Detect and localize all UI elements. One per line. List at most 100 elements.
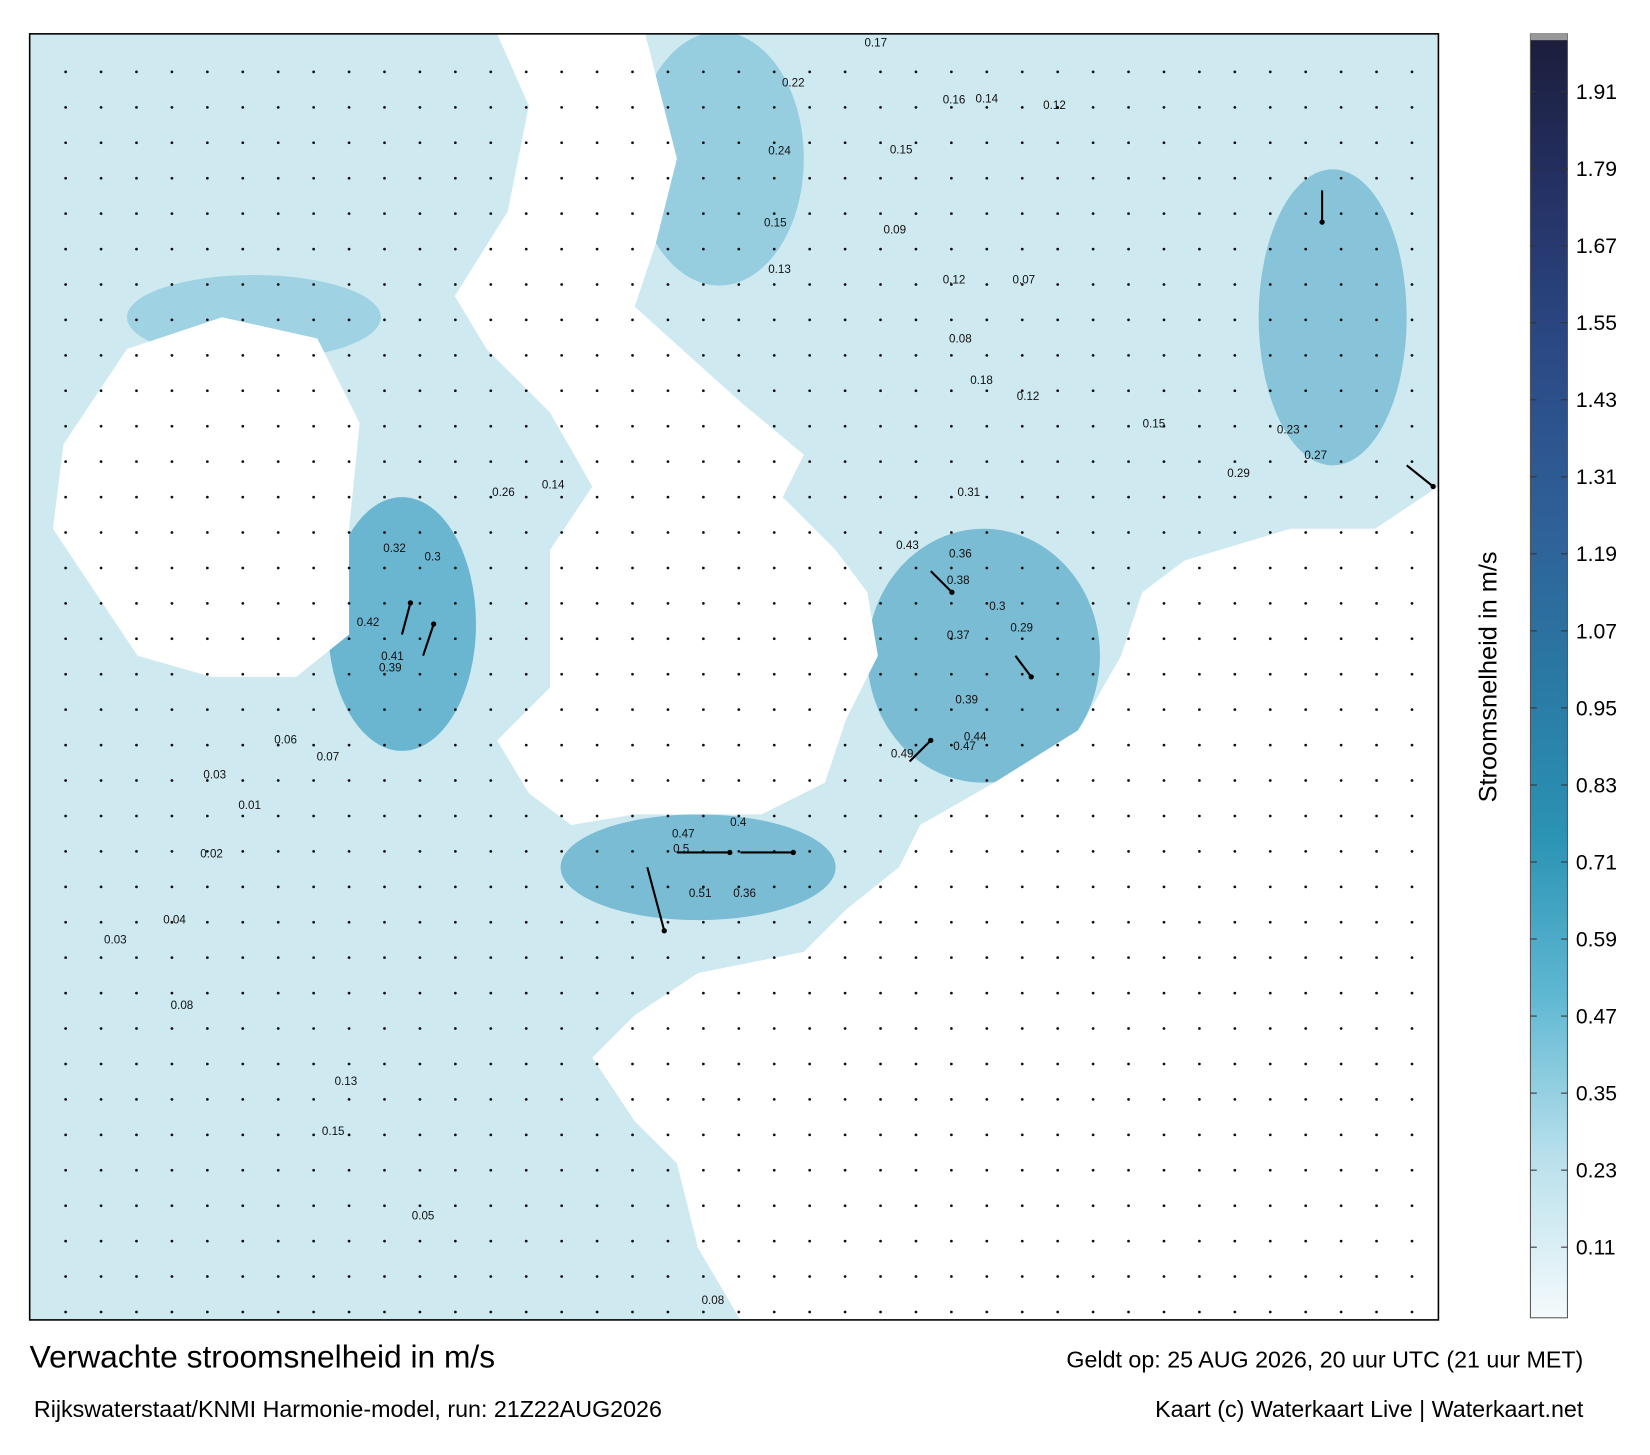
vector-dot	[383, 779, 386, 782]
vector-dot	[950, 956, 953, 960]
vector-dot	[1375, 885, 1378, 889]
vector-dot	[843, 283, 847, 286]
vector-dot	[1304, 1275, 1308, 1278]
vector-dot	[347, 460, 351, 464]
vector-dot	[808, 531, 812, 534]
vector-dot	[560, 743, 564, 747]
vector-dot	[1091, 283, 1095, 286]
vector-dot	[914, 672, 918, 676]
vector-dot	[205, 1204, 209, 1208]
vector-dot	[560, 318, 564, 322]
vector-dot	[631, 389, 634, 393]
vector-dot	[1127, 850, 1130, 853]
vector-dot	[914, 1098, 918, 1101]
vector-dot	[950, 743, 953, 747]
vector-dot	[1198, 1027, 1201, 1030]
vector-dot	[1410, 1133, 1414, 1137]
vector-dot	[64, 70, 68, 74]
vector-dot	[1233, 247, 1237, 251]
vector-dot	[135, 247, 138, 251]
vector-dot	[1233, 920, 1237, 924]
vector-dot	[1056, 1204, 1060, 1208]
vector-dot	[1198, 1098, 1201, 1101]
vector-dot	[383, 1133, 386, 1137]
vector-dot	[1410, 1098, 1414, 1101]
vector-dot	[985, 672, 989, 676]
vector-dot	[1410, 212, 1414, 216]
vector-dot	[666, 531, 670, 534]
vector-dot	[418, 424, 422, 428]
speed-label: 0.16	[943, 94, 966, 107]
vector-dot	[489, 850, 493, 853]
vector-dot	[879, 460, 882, 464]
vector-dot	[524, 1098, 528, 1101]
vector-dot	[560, 814, 564, 818]
vector-dot	[560, 460, 564, 464]
speed-label: 0.15	[764, 216, 787, 229]
vector-dot	[1162, 70, 1166, 74]
vector-dot	[347, 1239, 351, 1243]
vector-dot	[312, 779, 316, 782]
vector-dot	[312, 885, 316, 889]
vector-dot	[453, 1239, 457, 1243]
vector-dot	[64, 743, 68, 747]
vector-dot	[1268, 672, 1272, 676]
vector-dot	[1233, 601, 1237, 605]
vector-dot	[1375, 850, 1378, 853]
vector-dot	[772, 1204, 776, 1208]
vector-dot	[1127, 637, 1130, 641]
vector-dot	[701, 672, 705, 676]
vector-dot	[1410, 1062, 1414, 1066]
vector-dot	[1198, 637, 1201, 641]
vector-dot	[914, 105, 918, 109]
vector-dot	[241, 1168, 245, 1172]
vector-dot	[383, 566, 386, 570]
vector-dot	[1127, 672, 1130, 676]
vector-dot	[879, 283, 882, 286]
vector-dot	[241, 850, 245, 853]
vector-dot	[453, 991, 457, 995]
vector-dot	[666, 1098, 670, 1101]
vector-dot	[1056, 424, 1060, 428]
vector-dot	[453, 1062, 457, 1066]
speed-label: 0.01	[238, 799, 261, 812]
vector-dot	[99, 176, 103, 180]
vector-dot	[276, 1098, 280, 1101]
vector-dot	[1091, 460, 1095, 464]
vector-dot	[99, 708, 103, 712]
vector-dot	[985, 920, 989, 924]
valid-time: Geldt op: 25 AUG 2026, 20 uur UTC (21 uu…	[1066, 1347, 1583, 1373]
vector-dot	[772, 176, 776, 180]
vector-dot	[489, 743, 493, 747]
vector-dot	[985, 389, 989, 393]
vector-dot	[99, 1027, 103, 1030]
colorbar-tick-label: 0.71	[1576, 851, 1617, 874]
vector-dot	[560, 1239, 564, 1243]
vector-dot	[1091, 424, 1095, 428]
vector-dot	[1410, 460, 1414, 464]
vector-dot	[1056, 460, 1060, 464]
vector-dot	[312, 212, 316, 216]
vector-dot	[1304, 779, 1308, 782]
vector-dot	[1127, 353, 1130, 357]
vector-dot	[666, 141, 670, 145]
vector-dot	[1339, 1133, 1343, 1137]
vector-dot	[1233, 141, 1237, 145]
vector-head	[790, 849, 796, 856]
vector-dot	[1410, 176, 1414, 180]
vector-dot	[631, 850, 634, 853]
vector-dot	[1410, 247, 1414, 251]
vector-dot	[1162, 105, 1166, 109]
vector-dot	[737, 708, 741, 712]
vector-dot	[950, 601, 953, 605]
vector-dot	[1268, 1168, 1272, 1172]
vector-dot	[666, 1204, 670, 1208]
vector-dot	[1020, 601, 1024, 605]
vector-dot	[135, 1310, 138, 1314]
vector-dot	[808, 70, 812, 74]
vector-dot	[453, 176, 457, 180]
vector-dot	[241, 1062, 245, 1066]
vector-dot	[595, 141, 599, 145]
vector-dot	[1410, 566, 1414, 570]
vector-dot	[383, 850, 386, 853]
